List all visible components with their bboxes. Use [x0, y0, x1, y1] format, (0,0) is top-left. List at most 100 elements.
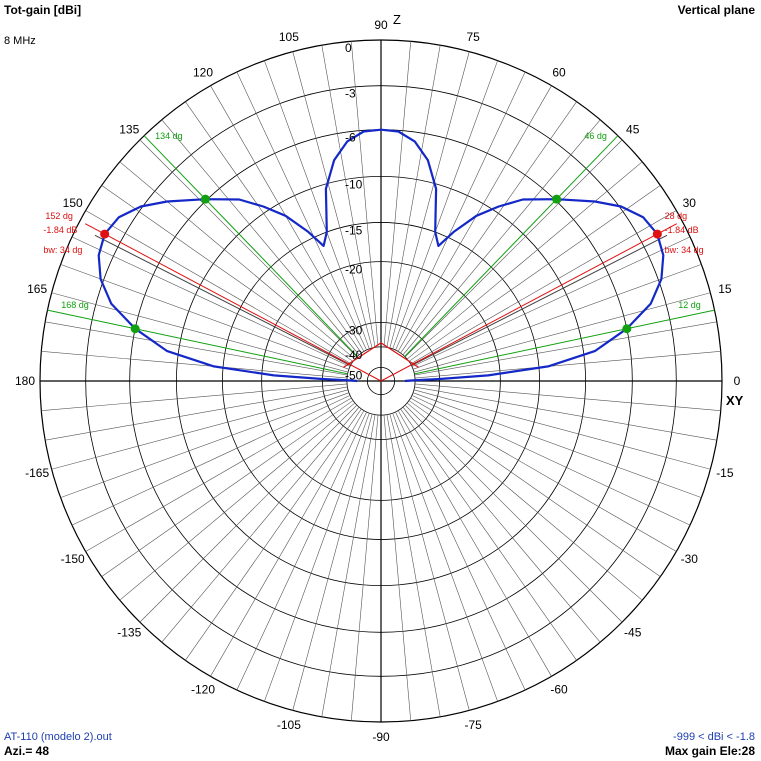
angle-spoke [402, 406, 601, 643]
radial-tick-label: 0 [345, 41, 352, 55]
angle-spoke [412, 392, 702, 498]
plane-label: Vertical plane [677, 3, 755, 17]
angle-tick-label: 60 [552, 66, 566, 80]
green-guide-line [414, 309, 715, 375]
angle-spoke [397, 410, 552, 677]
radial-tick-label: -6 [345, 131, 356, 145]
z-axis-label: Z [393, 12, 401, 27]
frequency-label: 8 MHz [4, 35, 36, 47]
angle-spoke [397, 85, 552, 352]
angle-spoke [410, 210, 677, 365]
angle-spoke [101, 185, 354, 362]
angle-spoke [408, 400, 661, 577]
halfpower-line [380, 223, 678, 382]
angle-tick-label: -105 [277, 718, 301, 732]
angle-tick-label: -165 [25, 466, 49, 480]
angle-spoke [414, 386, 717, 441]
angle-spoke [411, 395, 691, 526]
angle-spoke [139, 404, 358, 623]
angle-tick-label: 120 [193, 66, 213, 80]
angle-spoke [383, 414, 412, 721]
angle-spoke [60, 264, 350, 370]
angle-spoke [41, 350, 348, 379]
angle-tick-label: -30 [681, 552, 699, 566]
halfpower-bw-label: bw: 34 dg [43, 245, 82, 255]
angle-spoke [413, 389, 711, 470]
angle-tick-label: -120 [191, 682, 215, 696]
angle-spoke [51, 292, 349, 373]
radial-tick-label: -50 [345, 368, 363, 382]
angle-spoke [321, 414, 376, 717]
angle-spoke [404, 139, 623, 358]
gain-range: -999 < dBi < -1.8 [673, 731, 755, 743]
angle-spoke [41, 383, 348, 412]
angle-tick-label: -90 [372, 730, 390, 744]
radial-tick-label: -10 [345, 177, 363, 191]
angle-spoke [408, 185, 661, 362]
angle-tick-label: 30 [683, 196, 697, 210]
angle-spoke [404, 404, 623, 623]
angle-spoke [392, 412, 498, 702]
tick-labels: 0153045607590105120135150165180-165-150-… [15, 18, 741, 744]
angle-spoke [400, 101, 577, 354]
radial-tick-label: -40 [345, 348, 363, 362]
pattern-curve [97, 128, 665, 383]
angle-spoke [395, 71, 526, 351]
green-guide-line [404, 135, 619, 357]
angle-tick-label: 75 [466, 30, 480, 44]
angle-tick-label: 165 [27, 282, 47, 296]
green-marker [200, 194, 210, 204]
angle-spoke [395, 411, 526, 691]
angle-tick-label: 15 [718, 282, 732, 296]
angle-tick-label: -60 [550, 682, 568, 696]
angle-tick-label: -150 [61, 552, 85, 566]
green-guide-label: 46 dg [584, 131, 607, 141]
green-guide-label: 12 dg [678, 300, 701, 310]
angle-spoke [412, 264, 702, 370]
angle-tick-label: 0 [734, 374, 741, 388]
angle-spoke [414, 350, 721, 379]
max-gain-marker [100, 229, 110, 239]
angle-spoke [119, 161, 356, 360]
radial-tick-label: -30 [345, 323, 363, 337]
green-marker [130, 324, 140, 334]
origin-marker [343, 342, 419, 368]
angle-spoke [210, 85, 365, 352]
angle-spoke [210, 410, 365, 677]
halfpower-angle-label: 28 dg [665, 211, 688, 221]
green-guide-label: 168 dg [61, 300, 89, 310]
angle-spoke [386, 414, 441, 717]
angle-spoke [392, 60, 498, 350]
angle-spoke [292, 51, 373, 349]
angle-tick-label: 180 [15, 374, 35, 388]
green-guide-line [47, 309, 348, 375]
angle-tick-label: -135 [117, 626, 141, 640]
halfpower-gain-label: -1.84 dB [43, 225, 77, 235]
angle-spoke [350, 41, 379, 348]
angle-spoke [51, 389, 349, 470]
angle-tick-label: 135 [119, 122, 139, 136]
angle-spoke [85, 210, 352, 365]
angle-spoke [101, 400, 354, 577]
angle-spokes [40, 40, 722, 722]
angle-spoke [119, 402, 356, 601]
angle-spoke [389, 413, 470, 711]
angle-spoke [45, 321, 348, 376]
angle-spoke [264, 412, 370, 702]
file-name: AT-110 (modelo 2).out [4, 731, 112, 743]
xy-axis-label: XY [726, 393, 744, 408]
angle-tick-label: 90 [374, 18, 388, 32]
angle-tick-label: 150 [63, 196, 83, 210]
radiation-pattern [97, 128, 665, 383]
angle-spoke [414, 383, 721, 412]
angle-spoke [350, 414, 379, 721]
angle-tick-label: 105 [279, 30, 299, 44]
radial-tick-label: -3 [345, 87, 356, 101]
angle-spoke [411, 236, 691, 367]
angle-spoke [161, 406, 360, 643]
angle-tick-label: -15 [716, 466, 734, 480]
angle-spoke [264, 60, 370, 350]
angle-spoke [410, 397, 677, 552]
angle-spoke [71, 236, 351, 367]
